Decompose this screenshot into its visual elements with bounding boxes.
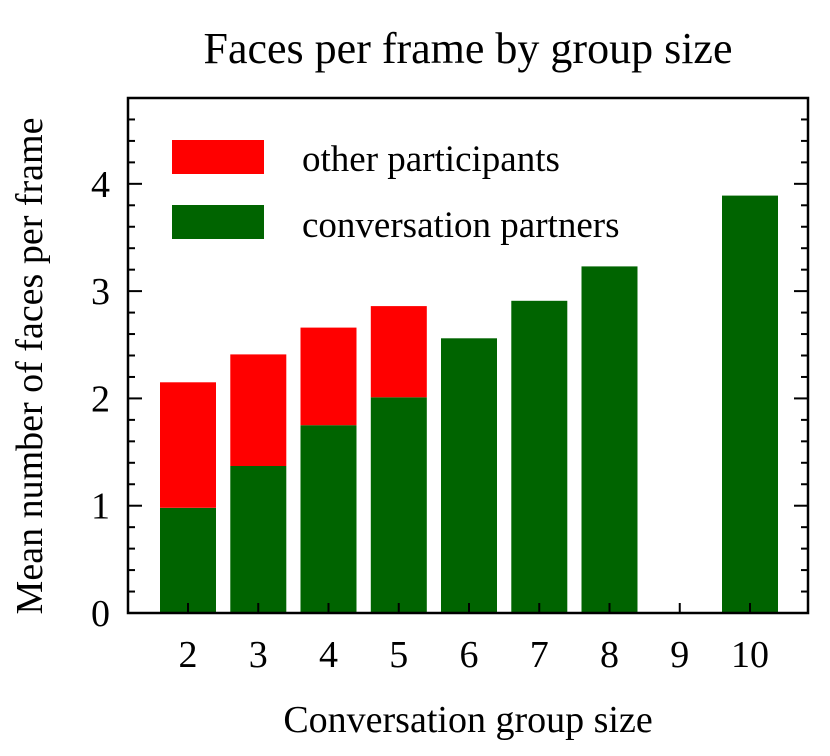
bar-conversation-partners-2 [160, 507, 216, 613]
bar-conversation-partners-5 [370, 397, 427, 613]
bar-conversation-partners-6 [441, 338, 497, 613]
bar-conversation-partners-8 [581, 266, 638, 613]
bar-conversation-partners-7 [511, 300, 568, 613]
legend-label-other-participants: other participants [302, 139, 560, 180]
y-tick-label-1: 1 [91, 486, 110, 528]
x-tick-label-10: 10 [731, 634, 769, 676]
chart-title: Faces per frame by group size [203, 24, 732, 73]
legend-label-conversation-partners: conversation partners [302, 205, 619, 246]
bar-conversation-partners-4 [300, 425, 357, 613]
bar-other-participants-2 [160, 382, 216, 508]
y-tick-label-4: 4 [91, 164, 110, 206]
tick-labels: 2 3 4 5 6 7 8 9 10 0 1 2 3 4 [91, 164, 769, 676]
legend-swatch-other-participants [172, 140, 264, 174]
x-axis-label: Conversation group size [283, 699, 652, 741]
x-tick-label-2: 2 [179, 634, 198, 676]
x-tick-label-9: 9 [670, 634, 689, 676]
y-axis-label: Mean number of faces per frame [9, 118, 51, 615]
bars [160, 195, 778, 613]
x-tick-label-5: 5 [389, 634, 408, 676]
x-tick-label-7: 7 [530, 634, 549, 676]
x-tick-label-3: 3 [249, 634, 268, 676]
y-tick-label-2: 2 [91, 378, 110, 420]
legend: other participants conversation partners [172, 139, 619, 246]
plot-frame [126, 96, 810, 615]
legend-swatch-conversation-partners [172, 205, 264, 239]
bar-other-participants-4 [300, 327, 357, 426]
x-tick-label-6: 6 [460, 634, 479, 676]
y-tick-label-3: 3 [91, 271, 110, 313]
bar-conversation-partners-3 [230, 466, 287, 613]
bar-other-participants-5 [370, 306, 427, 398]
y-tick-label-0: 0 [91, 593, 110, 635]
x-tick-label-8: 8 [600, 634, 619, 676]
x-tick-label-4: 4 [319, 634, 338, 676]
bar-other-participants-3 [230, 354, 287, 466]
bar-conversation-partners-10 [722, 195, 778, 613]
